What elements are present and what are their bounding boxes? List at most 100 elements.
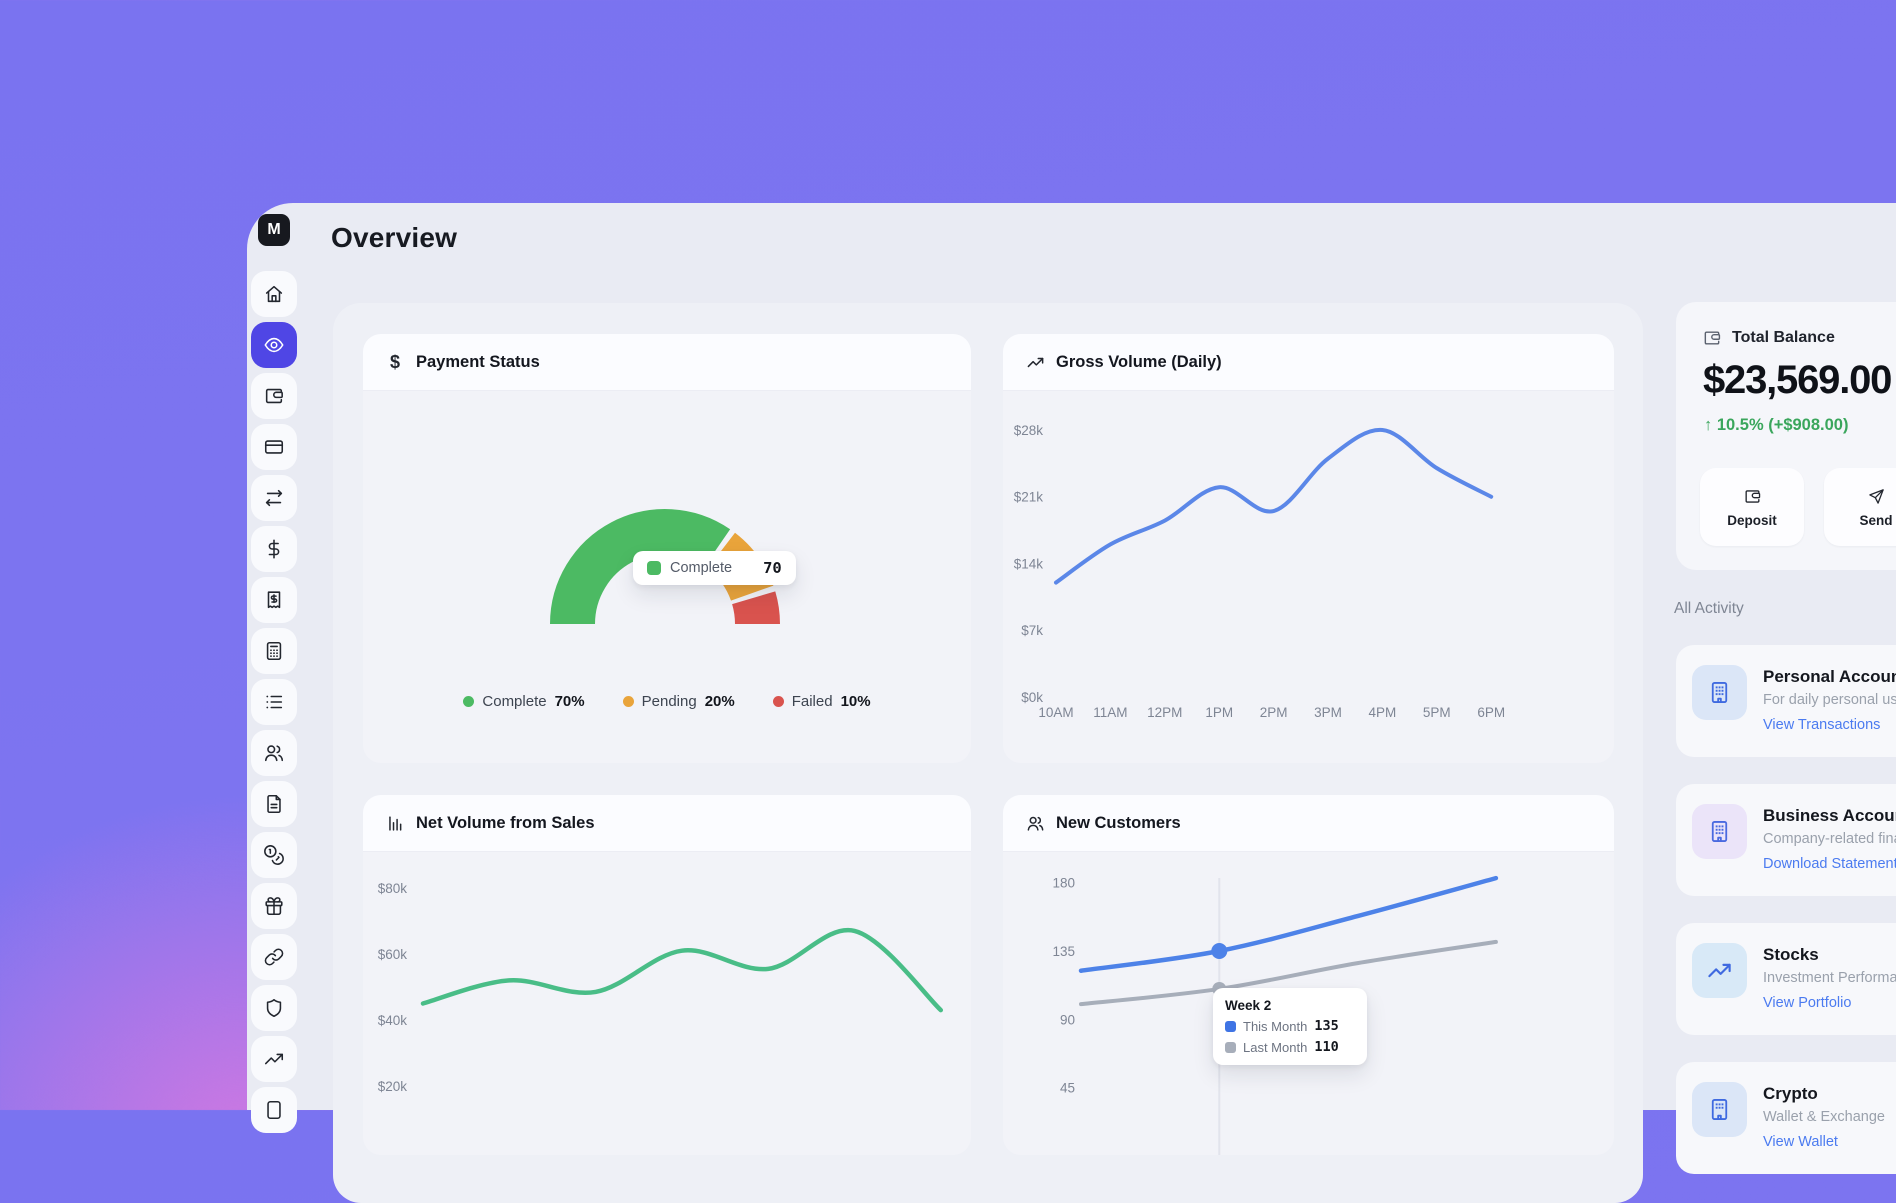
document-icon (267, 794, 281, 814)
tooltip-label: Complete (670, 560, 733, 576)
card-title: Payment Status (416, 352, 540, 371)
view-wallet-link[interactable]: View Wallet (1763, 1134, 1838, 1150)
tooltip-value: 70 (763, 559, 782, 577)
sidebar-item-wallet[interactable] (251, 373, 297, 419)
app-logo[interactable]: M (258, 214, 290, 246)
svg-text:10AM: 10AM (1038, 705, 1073, 720)
card-new-customers: New Customers 180 135 90 45 Week 2 This Mon… (1003, 795, 1614, 1155)
view-portfolio-link[interactable]: View Portfolio (1763, 995, 1852, 1011)
sidebar (251, 271, 297, 1133)
sidebar-item-invoices[interactable] (251, 577, 297, 623)
download-statements-link[interactable]: Download Statements (1763, 856, 1896, 872)
svg-text:1PM: 1PM (1205, 705, 1233, 720)
new-customers-body: 180 135 90 45 Week 2 This Month 135 Last Mo… (1003, 852, 1614, 1155)
sidebar-item-list[interactable] (251, 679, 297, 725)
building-icon (1692, 804, 1747, 859)
svg-text:$40k: $40k (378, 1013, 408, 1028)
payment-status-body: Complete 70 Complete 70% Pending 20% Fai… (363, 391, 971, 763)
sidebar-item-links[interactable] (251, 934, 297, 980)
svg-text:4PM: 4PM (1369, 705, 1397, 720)
sidebar-item-calculator[interactable] (251, 628, 297, 674)
balance-header: Total Balance (1702, 328, 1835, 348)
users-icon (264, 745, 284, 762)
tooltip-swatch (1225, 1020, 1236, 1032)
deposit-button[interactable]: Deposit (1700, 468, 1804, 546)
svg-text:12PM: 12PM (1147, 705, 1182, 720)
total-balance-card: Total Balance $23,569.00 ↑ 10.5% (+$908.… (1676, 302, 1896, 570)
svg-text:11AM: 11AM (1093, 705, 1127, 720)
coins-icon (264, 845, 284, 865)
gauge-legend: Complete 70% Pending 20% Failed 10% (363, 693, 971, 710)
balance-change: ↑ 10.5% (+$908.00) (1704, 416, 1849, 434)
svg-text:3PM: 3PM (1314, 705, 1342, 720)
tooltip-row: This Month 135 (1225, 1018, 1339, 1034)
credit-card-icon (264, 440, 284, 454)
svg-text:$20k: $20k (378, 1079, 408, 1094)
sidebar-item-payments[interactable] (251, 526, 297, 572)
sidebar-item-overview[interactable] (251, 322, 297, 368)
svg-text:135: 135 (1052, 944, 1075, 959)
calculator-icon (266, 641, 282, 661)
activity-item-crypto[interactable]: Crypto Wallet & Exchange View Wallet (1676, 1062, 1896, 1174)
trending-up-icon (1025, 352, 1045, 372)
net-volume-chart[interactable]: $80k $60k $40k $20k (363, 852, 971, 1155)
card-title: New Customers (1056, 813, 1181, 832)
tooltip-row: Last Month 110 (1225, 1039, 1339, 1055)
sidebar-item-security[interactable] (251, 985, 297, 1031)
sidebar-item-rewards[interactable] (251, 883, 297, 929)
wallet-icon (1744, 489, 1760, 503)
sidebar-item-documents[interactable] (251, 781, 297, 827)
svg-text:$7k: $7k (1021, 623, 1043, 638)
svg-text:$0k: $0k (1021, 690, 1043, 705)
tooltip-title: Week 2 (1225, 998, 1272, 1013)
sidebar-item-analytics[interactable] (251, 1036, 297, 1082)
sidebar-item-home[interactable] (251, 271, 297, 317)
svg-text:6PM: 6PM (1477, 705, 1505, 720)
sidebar-item-transfers[interactable] (251, 475, 297, 521)
gift-icon (265, 897, 283, 916)
wallet-icon (1704, 331, 1721, 345)
svg-text:2PM: 2PM (1260, 705, 1288, 720)
activity-item-stocks[interactable]: Stocks Investment Performance View Portf… (1676, 923, 1896, 1035)
eye-icon (264, 337, 284, 353)
home-icon (265, 285, 283, 303)
gauge-tooltip: Complete 70 (633, 551, 796, 585)
card-net-volume: Net Volume from Sales $80k $60k $40k $20k (363, 795, 971, 1155)
activity-item-personal-account[interactable]: Personal Account For daily personal use … (1676, 645, 1896, 757)
all-activity-header: All Activity (1674, 600, 1744, 617)
tooltip-swatch (647, 561, 661, 575)
balance-amount: $23,569.00 (1703, 358, 1892, 402)
dollar-icon: $ (389, 352, 400, 372)
svg-text:180: 180 (1052, 876, 1075, 891)
card-header: New Customers (1003, 795, 1614, 852)
net-volume-body: $80k $60k $40k $20k (363, 852, 971, 1155)
send-icon (1868, 488, 1884, 504)
legend-item-failed: Failed 10% (772, 693, 871, 710)
legend-dot-failed (772, 696, 784, 707)
page-title: Overview (331, 222, 458, 253)
legend-dot-pending (622, 696, 634, 707)
card-title: Gross Volume (Daily) (1056, 352, 1222, 371)
device-icon (267, 1100, 281, 1120)
sidebar-item-coins[interactable] (251, 832, 297, 878)
activity-item-business-account[interactable]: Business Account Company-related finance… (1676, 784, 1896, 896)
users-icon (1025, 813, 1045, 833)
tooltip-swatch (1225, 1041, 1236, 1053)
send-button[interactable]: Send (1824, 468, 1896, 546)
wallet-icon (265, 388, 283, 404)
card-title: Net Volume from Sales (416, 813, 595, 832)
svg-text:45: 45 (1060, 1081, 1075, 1096)
legend-item-pending: Pending 20% (622, 693, 735, 710)
sidebar-item-devices[interactable] (251, 1087, 297, 1133)
link-icon (264, 948, 284, 966)
sidebar-item-cards[interactable] (251, 424, 297, 470)
sidebar-item-customers[interactable] (251, 730, 297, 776)
card-payment-status: $ Payment Status Complete 70 Complete 70… (363, 334, 971, 763)
receipt-icon (267, 591, 281, 609)
list-icon (266, 695, 283, 709)
view-transactions-link[interactable]: View Transactions (1763, 717, 1881, 733)
dollar-icon (268, 539, 280, 559)
customers-tooltip: Week 2 This Month 135 Last Month 110 (1213, 988, 1367, 1065)
card-header: Net Volume from Sales (363, 795, 971, 852)
